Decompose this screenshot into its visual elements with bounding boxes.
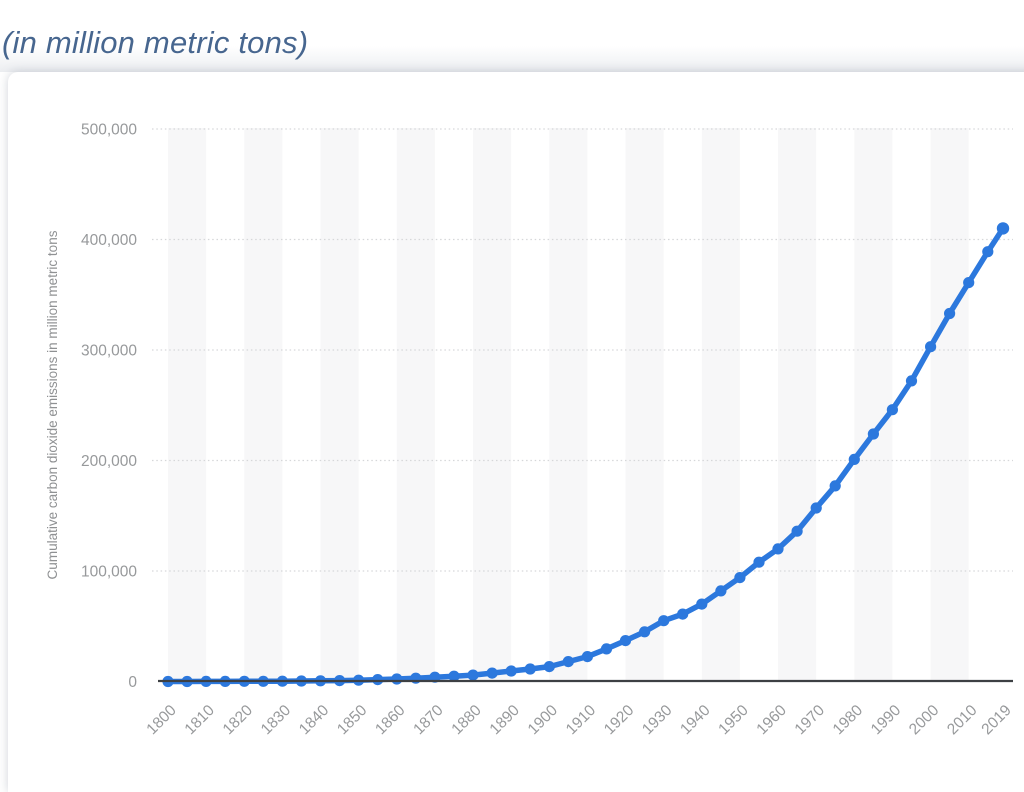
x-tick-label: 1910 — [563, 702, 600, 739]
y-tick-label: 400,000 — [81, 232, 137, 249]
chart-subtitle: (in million metric tons) — [2, 24, 309, 60]
data-point[interactable] — [867, 428, 880, 440]
data-point[interactable] — [905, 375, 918, 387]
data-point[interactable] — [810, 502, 822, 514]
decade-stripe — [625, 128, 664, 682]
x-tick-label: 2019 — [978, 702, 1014, 738]
decade-stripe — [396, 128, 435, 682]
data-point[interactable] — [639, 626, 651, 638]
data-point[interactable] — [619, 635, 632, 647]
x-tick-label: 1840 — [296, 702, 333, 739]
decade-stripe — [549, 128, 588, 682]
line-chart: 0 100,000 200,000 300,000 400,000 500,000 Cumu… — [45, 122, 1015, 739]
data-point[interactable] — [505, 665, 517, 677]
decade-stripe — [930, 128, 969, 682]
data-point[interactable] — [581, 651, 594, 663]
data-point[interactable] — [543, 661, 555, 673]
data-point[interactable] — [391, 673, 403, 685]
decade-stripe — [168, 128, 207, 682]
x-tick-label: 1890 — [487, 702, 524, 739]
x-tick-label: 1960 — [753, 702, 790, 739]
x-tick-label: 1870 — [410, 702, 447, 739]
decade-stripe — [854, 128, 893, 682]
data-point[interactable] — [562, 656, 574, 668]
x-tick-label: 1990 — [868, 702, 905, 739]
data-point[interactable] — [410, 672, 422, 684]
x-tick-label: 1830 — [258, 702, 295, 739]
data-point[interactable] — [848, 453, 860, 465]
y-axis-title: Cumulative carbon dioxide emissions in m… — [45, 230, 60, 579]
x-tick-label: 1820 — [220, 702, 257, 739]
decade-stripe — [244, 128, 283, 682]
x-tick-label: 1860 — [372, 702, 409, 739]
x-tick-label: 1880 — [448, 702, 485, 739]
y-tick-label: 300,000 — [81, 343, 137, 360]
data-point[interactable] — [448, 670, 460, 682]
data-point[interactable] — [600, 643, 613, 655]
data-point[interactable] — [677, 608, 689, 620]
data-point[interactable] — [696, 598, 708, 610]
x-tick-label: 2010 — [944, 702, 981, 739]
y-tick-label: 200,000 — [81, 453, 137, 470]
data-point[interactable] — [886, 404, 899, 416]
data-point[interactable] — [658, 615, 670, 627]
data-point[interactable] — [963, 277, 975, 289]
x-tick-label: 1950 — [715, 702, 752, 739]
data-point[interactable] — [925, 341, 937, 353]
decade-stripe — [473, 128, 512, 682]
data-point[interactable] — [486, 667, 498, 679]
data-point[interactable] — [996, 222, 1010, 235]
data-point[interactable] — [772, 543, 784, 555]
data-point[interactable] — [829, 480, 841, 492]
x-tick-label: 1810 — [182, 702, 219, 739]
x-tick-label: 1980 — [830, 702, 867, 739]
decade-stripe — [320, 128, 359, 682]
data-point[interactable] — [734, 572, 746, 584]
data-point[interactable] — [467, 669, 479, 681]
data-point[interactable] — [753, 556, 765, 568]
x-tick-label: 1920 — [601, 702, 638, 739]
data-point[interactable] — [524, 663, 536, 675]
decade-stripe — [778, 128, 817, 682]
y-tick-label: 0 — [128, 674, 137, 691]
x-tick-label: 1800 — [143, 702, 180, 739]
data-point[interactable] — [944, 307, 956, 320]
data-point[interactable] — [715, 585, 727, 597]
data-point[interactable] — [791, 525, 803, 537]
x-tick-label: 1970 — [792, 702, 829, 739]
y-tick-label: 100,000 — [81, 564, 137, 581]
data-point[interactable] — [982, 246, 994, 258]
x-tick-label: 1940 — [677, 702, 714, 739]
x-tick-label: 2000 — [906, 702, 943, 739]
data-point[interactable] — [372, 674, 384, 686]
x-tick-label: 1930 — [639, 702, 676, 739]
x-tick-label: 1900 — [525, 702, 562, 739]
card-top-shadow — [0, 46, 1024, 72]
y-tick-label: 500,000 — [81, 122, 137, 139]
x-tick-label: 1850 — [334, 702, 371, 739]
